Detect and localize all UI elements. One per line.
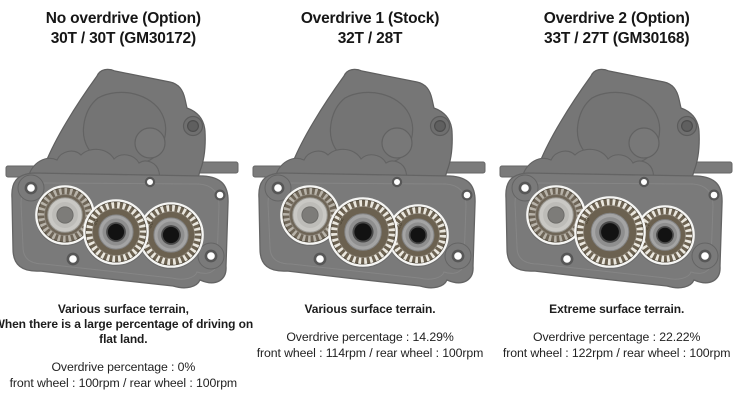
- svg-text:32: 32: [336, 216, 346, 226]
- gear-train: 27 33: [525, 185, 695, 269]
- gearbox-figure: 27 33: [494, 56, 740, 296]
- svg-text:30: 30: [146, 220, 156, 230]
- variant-panel-overdrive-2: Overdrive 2 (Option) 33T / 27T (GM30168)…: [493, 0, 740, 414]
- svg-text:27: 27: [642, 221, 652, 231]
- terrain-description: Various surface terrain, When there is a…: [0, 302, 254, 346]
- gearbox-svg: 27 33: [498, 68, 733, 290]
- svg-text:28: 28: [395, 221, 405, 231]
- svg-text:33: 33: [582, 216, 592, 226]
- terrain-description: Extreme surface terrain.: [549, 302, 685, 316]
- gearbox-svg: 28 32: [251, 68, 487, 290]
- gearbox-svg: 30 30: [5, 68, 240, 290]
- variant-panel-overdrive-1: Overdrive 1 (Stock) 32T / 28T 28 32 Vario…: [247, 0, 494, 414]
- variant-title: Overdrive 2 (Option) 33T / 27T (GM30168): [543, 10, 690, 48]
- gear-train: 28 32: [280, 185, 449, 268]
- gearbox-figure: 28 32: [247, 56, 493, 296]
- gear-train: 30 30: [35, 185, 205, 269]
- terrain-description: Various surface terrain.: [304, 302, 436, 316]
- overdrive-stats: Overdrive percentage : 22.22% front whee…: [502, 330, 731, 360]
- svg-text:30: 30: [91, 217, 101, 227]
- gearbox-figure: 30 30: [0, 56, 246, 296]
- overdrive-stats: Overdrive percentage : 0% front wheel : …: [9, 360, 238, 390]
- variant-title: Overdrive 1 (Stock) 32T / 28T: [300, 10, 440, 48]
- variant-title: No overdrive (Option) 30T / 30T (GM30172…: [45, 10, 201, 48]
- overdrive-stats: Overdrive percentage : 14.29% front whee…: [256, 330, 484, 360]
- variant-panel-no-overdrive: No overdrive (Option) 30T / 30T (GM30172…: [0, 0, 253, 414]
